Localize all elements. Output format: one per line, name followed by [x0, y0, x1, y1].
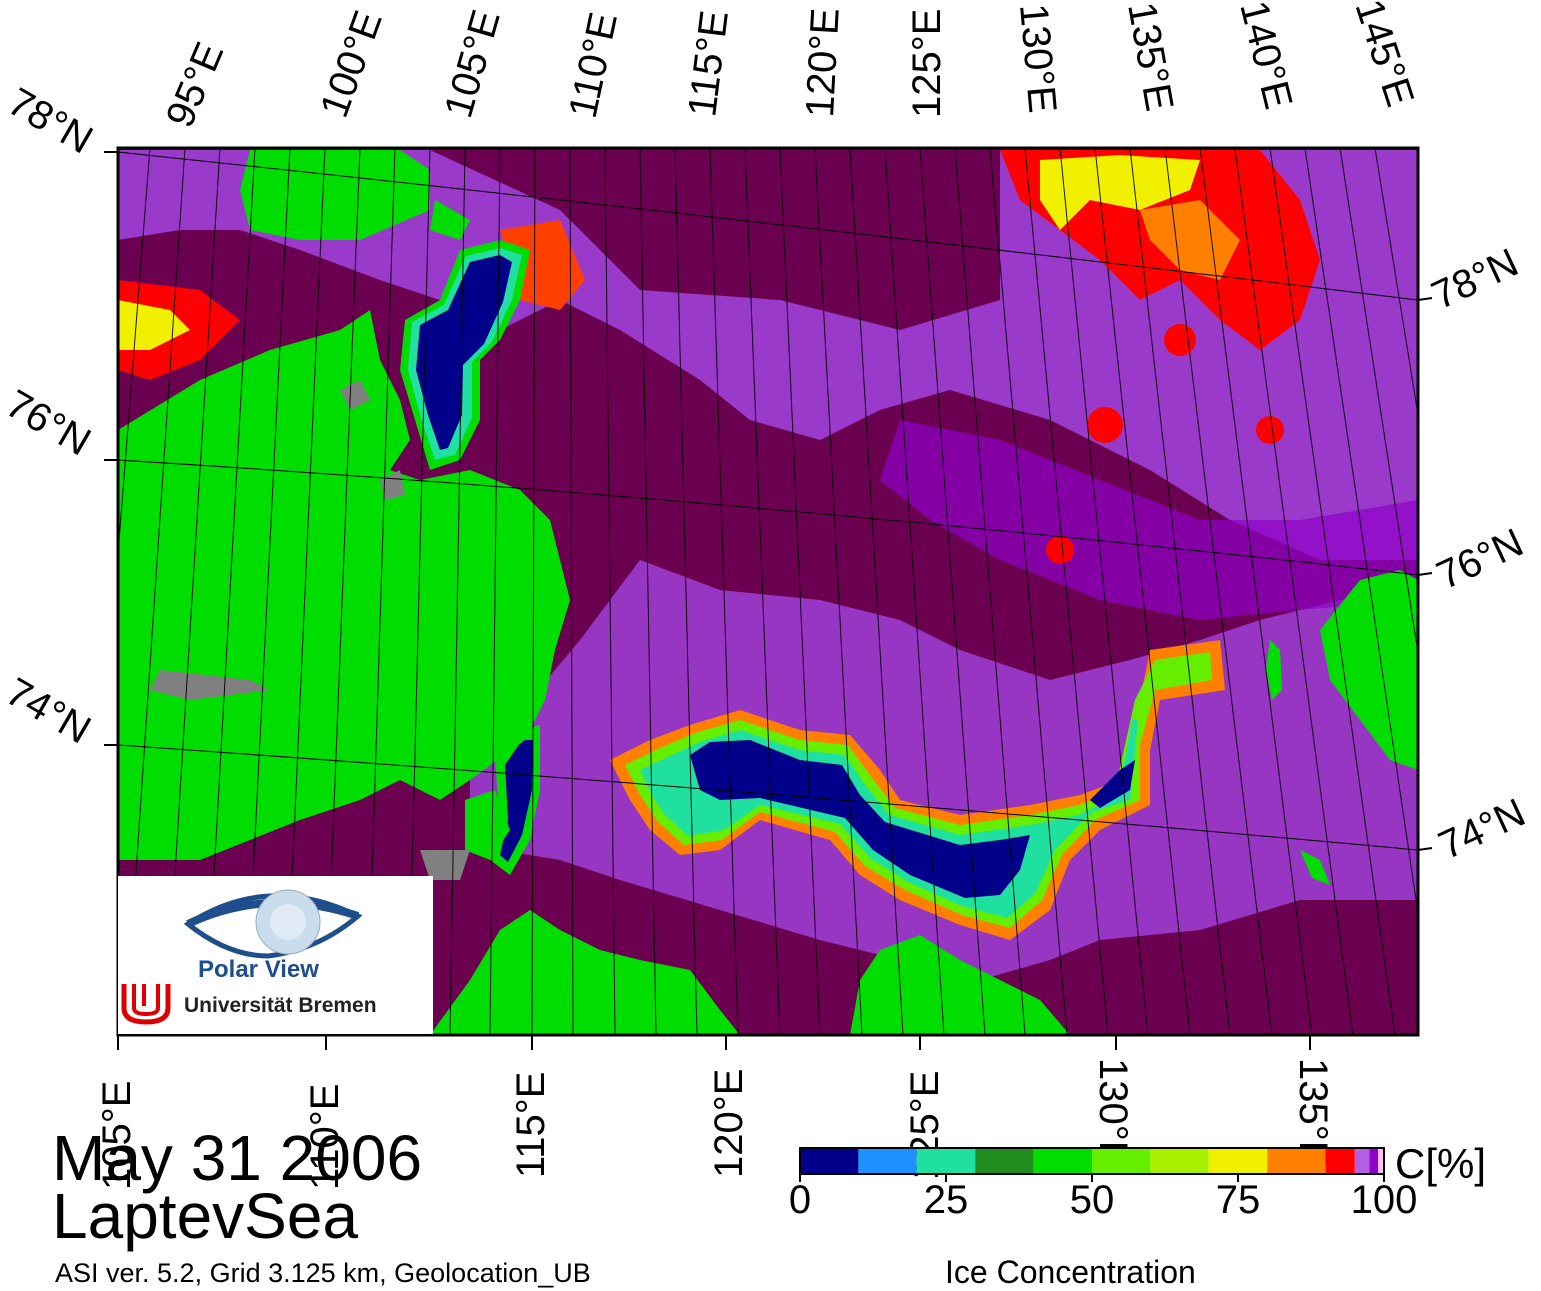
land-taymyr — [118, 310, 570, 860]
colorbar-tick-75: 75 — [1215, 1178, 1261, 1222]
logo-university: Universität Bremen — [184, 994, 377, 1017]
map-frame — [116, 146, 1420, 1037]
lon-label-bottom-115: 115°E — [509, 1072, 553, 1178]
lon-label-top-145: 145°E — [1346, 0, 1422, 112]
colorbar-cell — [1092, 1148, 1151, 1174]
lon-label-top-110: 110°E — [561, 9, 626, 122]
colorbar-cell — [1354, 1148, 1370, 1174]
lon-label-bottom-105: 105°E — [95, 1081, 139, 1190]
ice-band-east — [880, 420, 1418, 620]
land-south-coast — [430, 910, 740, 1035]
colorbar-cell — [1150, 1148, 1209, 1174]
land-severnaya — [240, 150, 430, 240]
lat-label-right-74: 74°N — [1432, 791, 1532, 869]
parallels — [118, 151, 1418, 851]
lon-label-top-105: 105°E — [436, 5, 508, 122]
polynya-main — [690, 740, 1030, 898]
colorbar-cell — [858, 1148, 917, 1174]
lon-label-bottom-120: 120°E — [707, 1069, 751, 1178]
land-islet-1 — [1266, 640, 1282, 700]
colorbar — [799, 1147, 1385, 1182]
map-metadata: ASI ver. 5.2, Grid 3.125 km, Geolocation… — [55, 1258, 591, 1288]
colorbar-cell — [1325, 1148, 1355, 1174]
lon-label-top-135: 135°E — [1119, 0, 1181, 114]
colorbar-cell — [1033, 1148, 1092, 1174]
lon-label-top-115: 115°E — [680, 8, 737, 119]
colorbar-tick-25: 25 — [923, 1178, 969, 1222]
coast-gray-2 — [340, 380, 370, 410]
lon-label-top-95: 95°E — [158, 36, 233, 133]
map-region: LaptevSea — [52, 1180, 359, 1252]
lat-label-right-76: 76°N — [1430, 521, 1530, 599]
ice-hotspot-ne-orange — [1140, 200, 1240, 280]
coast-gray-4 — [380, 470, 405, 500]
colorbar-cell — [916, 1148, 976, 1174]
eye-logo-icon — [183, 889, 363, 959]
land-lena-delta — [850, 935, 1070, 1035]
colorbar-cell — [1267, 1148, 1326, 1174]
polar-view-logo: Polar View Universität Bremen — [118, 876, 433, 1034]
ice-hotspot-1 — [1087, 407, 1123, 443]
colorbar-tick-50: 50 — [1069, 1178, 1115, 1222]
coast-gray-3 — [420, 850, 470, 880]
lat-label-left-76: 76°N — [0, 382, 98, 465]
lat-label-left-74: 74°N — [0, 670, 98, 753]
colorbar-tick-0: 0 — [788, 1178, 812, 1222]
bremen-logo-icon — [121, 984, 171, 1025]
lon-label-top-130: 130°E — [1011, 2, 1064, 115]
colorbar-cell — [1208, 1148, 1268, 1174]
lat-label-left-78: 78°N — [1, 80, 100, 163]
land-islet-2 — [1300, 850, 1330, 885]
ice-hotspot-4 — [1256, 416, 1284, 444]
colorbar-cell — [975, 1148, 1034, 1174]
polynya-east — [1090, 760, 1135, 808]
lat-label-right-78: 78°N — [1425, 241, 1525, 319]
lon-label-top-140: 140°E — [1231, 0, 1300, 113]
ice-hotspot-3 — [1046, 536, 1074, 564]
land-begichev — [465, 790, 510, 860]
lon-label-top-100: 100°E — [312, 5, 391, 123]
coast-gray-1 — [150, 670, 270, 700]
colorbar-cell — [1378, 1148, 1384, 1174]
lon-label-bottom-110: 110°E — [303, 1084, 347, 1190]
ice-hotspot-2 — [1164, 324, 1196, 356]
map-ticks — [104, 151, 1433, 1050]
land-islet-3 — [430, 200, 470, 240]
colorbar-cell — [800, 1148, 859, 1174]
ice-hotspot-ne-yellow — [1040, 155, 1200, 230]
colorbar-tick-100: 100 — [1350, 1178, 1418, 1222]
lon-label-top-120: 120°E — [798, 7, 848, 119]
colorbar-cell — [1369, 1148, 1379, 1174]
land-kotelny — [1320, 570, 1418, 770]
polynya-taymyr — [416, 255, 512, 450]
colorbar-unit: C[%] — [1395, 1140, 1487, 1187]
colorbar-title: Ice Concentration — [945, 1254, 1196, 1290]
ice-concentration-map — [118, 148, 1418, 1035]
logo-name: Polar View — [198, 956, 319, 983]
map-date: May 31 2006 — [52, 1122, 423, 1194]
lon-label-top-125: 125°E — [905, 9, 949, 118]
